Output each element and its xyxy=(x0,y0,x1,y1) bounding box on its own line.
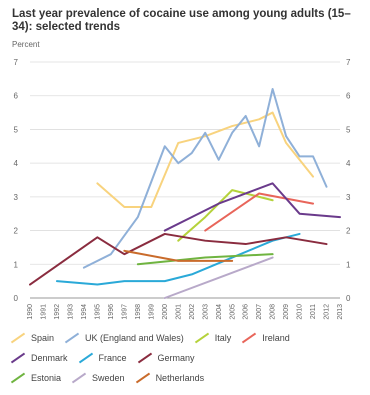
x-tick-label: 2009 xyxy=(283,304,290,320)
x-tick-label: 2006 xyxy=(243,304,250,320)
legend-swatch-italy xyxy=(194,332,209,344)
legend-label-denmark: Denmark xyxy=(31,353,68,363)
legend-item-france: France xyxy=(78,352,127,364)
x-tick-label: 2011 xyxy=(310,304,317,319)
chart-legend: Spain UK (England and Wales) Italy Irela… xyxy=(10,330,365,390)
legend-item-uk: UK (England and Wales) xyxy=(64,332,184,344)
series-line-ireland xyxy=(204,192,315,232)
x-tick-label: 2004 xyxy=(216,304,223,320)
legend-swatch-uk xyxy=(64,332,80,344)
legend-swatch-sweden xyxy=(71,372,87,384)
y-tick-label-left: 1 xyxy=(14,260,19,269)
legend-label-uk: UK (England and Wales) xyxy=(85,333,184,343)
x-tick-label: 2001 xyxy=(175,304,182,320)
x-tick-label: 1997 xyxy=(121,304,128,320)
legend-row: Spain UK (England and Wales) Italy Irela… xyxy=(10,330,365,346)
legend-swatch-france xyxy=(78,352,93,364)
legend-label-italy: Italy xyxy=(214,333,232,343)
legend-item-ireland: Ireland xyxy=(241,332,290,344)
y-tick-label-right: 6 xyxy=(346,92,351,101)
series-line-italy xyxy=(177,189,274,242)
x-tick-label: 1994 xyxy=(81,304,88,320)
series-line-denmark xyxy=(163,182,341,232)
legend-label-spain: Spain xyxy=(31,333,55,343)
y-axis-unit-label: Percent xyxy=(12,40,40,49)
y-tick-label-left: 4 xyxy=(14,159,19,168)
legend-label-ireland: Ireland xyxy=(262,333,290,343)
x-tick-label: 2000 xyxy=(162,304,169,320)
y-tick-label-left: 3 xyxy=(14,193,19,202)
x-tick-label: 1998 xyxy=(135,304,142,320)
series-line-france xyxy=(55,232,301,286)
y-tick-label-left: 5 xyxy=(14,125,19,134)
x-tick-label: 2005 xyxy=(229,304,236,320)
series-line-estonia xyxy=(136,253,274,266)
series-line-uk-england-and-wales xyxy=(82,87,328,269)
y-tick-label-left: 2 xyxy=(14,227,19,236)
legend-label-estonia: Estonia xyxy=(31,373,62,383)
y-tick-label-right: 2 xyxy=(346,227,351,236)
x-tick-label: 2012 xyxy=(324,304,331,320)
chart-title: Last year prevalence of cocaine use amon… xyxy=(12,8,351,33)
series-line-germany xyxy=(29,232,328,286)
legend-item-sweden: Sweden xyxy=(71,372,125,384)
legend-swatch-germany xyxy=(137,352,152,364)
legend-item-italy: Italy xyxy=(194,332,232,344)
legend-item-spain: Spain xyxy=(10,332,55,344)
legend-swatch-denmark xyxy=(10,352,26,364)
legend-item-netherlands: Netherlands xyxy=(135,372,205,384)
x-tick-label: 1993 xyxy=(68,304,75,320)
y-tick-label-left: 0 xyxy=(14,294,19,303)
y-tick-label-right: 4 xyxy=(346,159,351,168)
x-tick-label: 2002 xyxy=(189,304,196,320)
x-tick-label: 2003 xyxy=(202,304,209,320)
y-tick-label-right: 0 xyxy=(346,294,351,303)
x-tick-label: 2007 xyxy=(256,304,263,320)
legend-row: Estonia Sweden Netherlands xyxy=(10,370,365,386)
legend-label-france: France xyxy=(98,353,127,363)
y-tick-label-left: 6 xyxy=(14,92,19,101)
legend-item-estonia: Estonia xyxy=(10,372,62,384)
legend-swatch-ireland xyxy=(242,332,257,344)
x-tick-label: 1996 xyxy=(108,304,115,320)
legend-label-germany: Germany xyxy=(157,353,195,363)
series-line-spain xyxy=(96,111,315,208)
legend-label-netherlands: Netherlands xyxy=(155,373,205,383)
legend-item-germany: Germany xyxy=(137,352,195,364)
x-tick-label: 2013 xyxy=(337,304,344,320)
x-tick-label: 2010 xyxy=(297,304,304,320)
x-tick-label: 1991 xyxy=(41,304,48,320)
legend-swatch-netherlands xyxy=(135,372,150,384)
y-tick-label-left: 7 xyxy=(14,58,19,67)
legend-item-denmark: Denmark xyxy=(10,352,68,364)
y-tick-label-right: 1 xyxy=(346,260,351,269)
legend-swatch-estonia xyxy=(10,372,26,384)
series-line-sweden xyxy=(163,256,274,299)
x-tick-label: 1992 xyxy=(54,304,61,320)
x-tick-label: 1990 xyxy=(27,304,34,320)
series-line-netherlands xyxy=(123,249,234,262)
legend-row: Denmark France Germany xyxy=(10,350,365,366)
legend-label-sweden: Sweden xyxy=(92,373,125,383)
y-tick-label-right: 7 xyxy=(346,58,351,67)
y-tick-label-right: 5 xyxy=(346,125,351,134)
legend-swatch-spain xyxy=(10,332,26,344)
x-tick-label: 2008 xyxy=(270,304,277,320)
y-tick-label-right: 3 xyxy=(346,193,351,202)
x-tick-label: 1999 xyxy=(148,304,155,320)
x-tick-label: 1995 xyxy=(94,304,101,320)
